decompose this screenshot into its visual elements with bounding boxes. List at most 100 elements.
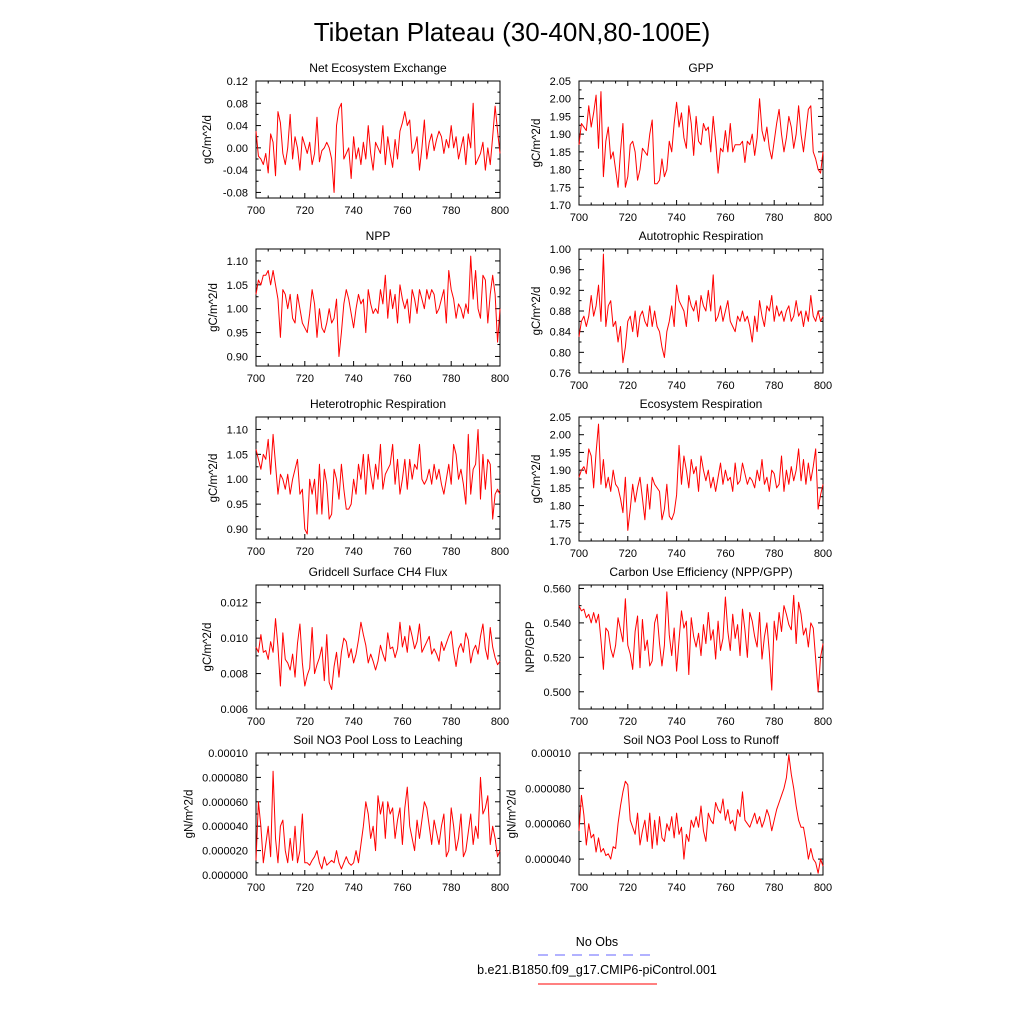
y-axis-label: gC/m^2/d <box>202 623 214 672</box>
y-tick-label: 0.92 <box>550 285 571 297</box>
series-line-ecosystem-respiration <box>578 423 824 531</box>
x-tick-label: 740 <box>344 373 362 385</box>
plot-frame <box>255 248 501 367</box>
x-tick-label: 800 <box>491 546 509 558</box>
y-axis-label: gC/m^2/d <box>202 115 214 164</box>
y-axis-label: gC/m^2/d <box>208 283 220 332</box>
chart-title-gpp: GPP <box>688 61 713 75</box>
x-tick-label: 740 <box>667 380 685 392</box>
y-tick-label: 0.08 <box>227 98 248 110</box>
x-tick-label: 760 <box>393 205 411 217</box>
y-axis-label: NPP/GPP <box>525 621 537 672</box>
y-tick-label: 1.05 <box>227 280 248 292</box>
y-tick-label: 1.75 <box>550 182 571 194</box>
x-tick-label: 760 <box>716 380 734 392</box>
x-tick-label: 800 <box>491 882 509 894</box>
chart-ecosystem-respiration: Ecosystem Respiration 700 720 740 760 780 800 1… <box>531 397 832 560</box>
x-tick-label: 760 <box>716 882 734 894</box>
y-tick-label: 0.008 <box>220 669 248 681</box>
x-tick-label: 740 <box>667 882 685 894</box>
x-tick-label: 760 <box>393 716 411 728</box>
y-tick-label: 1.70 <box>550 536 571 548</box>
y-tick-label: 1.00 <box>550 244 571 256</box>
y-tick-label: 0.012 <box>220 598 248 610</box>
legend-label-no-obs: No Obs <box>576 935 618 949</box>
x-tick-label: 700 <box>247 882 265 894</box>
x-tick-label: 740 <box>667 212 685 224</box>
plot-frame <box>578 416 824 542</box>
y-axis-label: gC/m^2/d <box>531 455 543 504</box>
y-tick-label: 0.000040 <box>202 821 248 833</box>
y-tick-label: 1.85 <box>550 483 571 495</box>
x-tick-label: 800 <box>814 882 832 894</box>
x-tick-label: 800 <box>814 380 832 392</box>
y-tick-label: 0.00 <box>227 143 248 155</box>
chart-title-carbon-use-efficiency-npp-gpp: Carbon Use Efficiency (NPP/GPP) <box>609 565 792 579</box>
y-tick-label: 1.90 <box>550 465 571 477</box>
x-tick-label: 720 <box>296 546 314 558</box>
y-tick-label: -0.08 <box>223 187 248 199</box>
x-tick-label: 780 <box>765 716 783 728</box>
chart-autotrophic-respiration: Autotrophic Respiration 700 720 740 760 780 80… <box>531 229 832 392</box>
y-axis-label: gC/m^2/d <box>208 454 220 503</box>
x-tick-label: 780 <box>442 882 460 894</box>
x-tick-label: 800 <box>814 212 832 224</box>
x-tick-label: 780 <box>442 546 460 558</box>
y-tick-label: 0.76 <box>550 368 571 380</box>
y-tick-label: 0.000040 <box>525 854 571 866</box>
x-tick-label: 720 <box>619 212 637 224</box>
y-tick-label: 0.96 <box>550 265 571 277</box>
x-tick-label: 780 <box>765 882 783 894</box>
x-tick-label: 760 <box>716 212 734 224</box>
y-tick-label: 0.000060 <box>525 819 571 831</box>
series-line-gpp <box>578 91 824 188</box>
y-tick-label: 1.80 <box>550 501 571 513</box>
chart-title-ecosystem-respiration: Ecosystem Respiration <box>640 397 763 411</box>
x-tick-label: 700 <box>247 716 265 728</box>
series-line-heterotrophic-respiration <box>255 428 501 535</box>
y-axis-label: gN/m^2/d <box>183 790 195 839</box>
legend: No Obs b.e21.B1850.f09_g17.CMIP6-piContr… <box>477 935 717 985</box>
x-tick-label: 780 <box>765 548 783 560</box>
y-tick-label: 1.10 <box>227 256 248 268</box>
y-tick-label: 0.00010 <box>531 748 571 760</box>
x-tick-label: 760 <box>716 716 734 728</box>
x-tick-label: 720 <box>619 380 637 392</box>
legend-label-model-run: b.e21.B1850.f09_g17.CMIP6-piControl.001 <box>477 963 717 977</box>
x-tick-label: 800 <box>491 205 509 217</box>
series-line-gridcell-surface-ch4-flux <box>255 618 501 691</box>
x-tick-label: 720 <box>296 716 314 728</box>
series-line-soil-no3-pool-loss-to-runoff <box>578 754 824 874</box>
x-tick-label: 780 <box>765 380 783 392</box>
y-tick-label: 0.520 <box>543 652 571 664</box>
x-tick-label: 780 <box>442 373 460 385</box>
figure-title: Tibetan Plateau (30-40N,80-100E) <box>314 17 711 47</box>
y-tick-label: -0.04 <box>223 165 248 177</box>
y-tick-label: 0.12 <box>227 76 248 88</box>
y-tick-label: 0.90 <box>227 351 248 363</box>
x-tick-label: 700 <box>570 212 588 224</box>
x-tick-label: 740 <box>344 716 362 728</box>
y-tick-label: 1.10 <box>227 424 248 436</box>
x-tick-label: 800 <box>491 373 509 385</box>
chart-title-autotrophic-respiration: Autotrophic Respiration <box>639 229 764 243</box>
y-axis-label: gN/m^2/d <box>506 790 518 839</box>
x-tick-label: 720 <box>296 205 314 217</box>
y-tick-label: 0.000080 <box>202 772 248 784</box>
chart-soil-no3-pool-loss-to-runoff: Soil NO3 Pool Loss to Runoff 700 720 740 760… <box>506 733 832 894</box>
chart-title-heterotrophic-respiration: Heterotrophic Respiration <box>310 397 446 411</box>
y-tick-label: 0.000000 <box>202 870 248 882</box>
y-axis-label: gC/m^2/d <box>531 119 543 168</box>
y-axis-label: gC/m^2/d <box>531 287 543 336</box>
y-tick-label: 2.00 <box>550 430 571 442</box>
x-tick-label: 780 <box>442 205 460 217</box>
series-line-autotrophic-respiration <box>578 253 824 364</box>
chart-npp: NPP 700 720 740 760 780 800 0.90 0.95 1.00 1.05 1.1… <box>208 229 509 385</box>
y-tick-label: 1.85 <box>550 147 571 159</box>
x-tick-label: 720 <box>619 716 637 728</box>
x-tick-label: 800 <box>814 548 832 560</box>
x-tick-label: 760 <box>393 373 411 385</box>
x-tick-label: 700 <box>570 548 588 560</box>
chart-gpp: GPP 700 720 740 760 780 800 1.70 1.75 1.80 1.85 1.9… <box>531 61 832 224</box>
y-tick-label: 1.05 <box>227 449 248 461</box>
